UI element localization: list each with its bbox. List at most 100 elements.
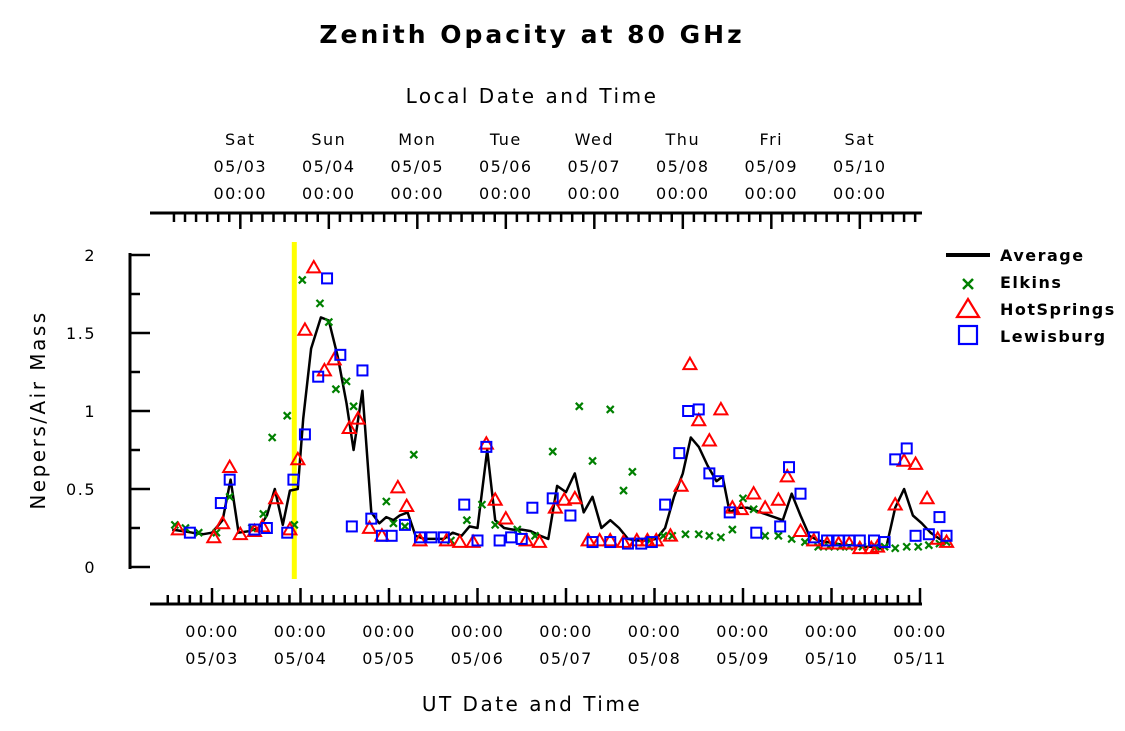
point-lewisburg	[365, 512, 378, 525]
point-lewisburg	[526, 501, 539, 514]
point-lewisburg	[621, 537, 634, 550]
top-tick-time: 00:00	[214, 184, 268, 203]
top-axis-label: Local Date and Time	[406, 84, 659, 108]
x-stroke	[659, 531, 668, 541]
point-hotsprings	[918, 489, 936, 505]
top-tick-date: 05/03	[214, 157, 268, 176]
point-lewisburg	[564, 509, 577, 522]
point-lewisburg	[546, 492, 559, 505]
point-lewisburg	[821, 534, 834, 547]
point-lewisburg	[321, 272, 334, 285]
point-hotsprings	[517, 531, 535, 547]
point-hotsprings	[349, 410, 367, 425]
point-elkins	[490, 520, 500, 530]
legend-swatch-elkins	[962, 278, 974, 290]
point-hotsprings	[863, 539, 880, 555]
point-elkins	[716, 533, 726, 542]
point-hotsprings	[756, 499, 774, 514]
x-stroke	[389, 519, 398, 528]
x-stroke	[913, 542, 923, 551]
point-hotsprings	[886, 496, 904, 511]
x-stroke	[225, 492, 234, 502]
point-elkins	[297, 275, 307, 285]
point-elkins	[749, 505, 758, 514]
point-elkins	[342, 377, 351, 386]
point-hotsprings	[398, 497, 415, 513]
legend-label-elkins: Elkins	[1000, 273, 1062, 292]
point-lewisburg	[750, 526, 763, 539]
point-lewisburg	[909, 529, 922, 542]
point-lewisburg	[783, 461, 796, 474]
point-elkins	[738, 494, 748, 503]
point-hotsprings	[221, 458, 238, 474]
point-elkins	[409, 450, 419, 459]
top-tick-weekday: Sun	[311, 130, 346, 149]
point-hotsprings	[830, 535, 847, 550]
point-lewisburg	[398, 518, 411, 531]
bottom-tick-date: 05/07	[539, 649, 593, 668]
point-lewisburg	[425, 531, 438, 544]
x-stroke	[297, 275, 307, 285]
y-tick-labels: 0 0.5 1 1.5 2	[66, 246, 96, 577]
top-tick-date: 05/05	[391, 157, 445, 176]
point-hotsprings	[486, 491, 504, 506]
point-lewisburg	[807, 531, 820, 544]
x-axis-label: UT Date and Time	[422, 692, 642, 716]
x-stroke	[324, 317, 334, 327]
point-lewisburg	[659, 498, 672, 511]
x-stroke	[705, 531, 714, 541]
point-elkins	[548, 447, 558, 456]
point-hotsprings	[733, 500, 750, 516]
y-tick-label: 1.5	[66, 324, 96, 343]
top-tick-time: 00:00	[302, 184, 356, 203]
point-lewisburg	[334, 348, 347, 361]
bottom-tick-date: 05/09	[716, 649, 770, 668]
point-lewisburg	[298, 428, 311, 441]
top-tick-labels: Sat 05/03 00:00 Sun 05/04 00:00 Mon 05/05 00:00 T…	[214, 130, 886, 203]
point-hotsprings	[232, 525, 249, 541]
legend: Average Elkins HotSprings Lewisburg	[946, 246, 1114, 346]
x-stroke	[194, 528, 204, 537]
point-lewisburg	[853, 534, 866, 547]
x-stroke	[738, 494, 748, 503]
point-hotsprings	[792, 522, 809, 537]
point-hotsprings	[672, 477, 690, 492]
point-elkins	[349, 402, 358, 411]
point-elkins	[194, 528, 204, 537]
top-tick-weekday: Wed	[575, 130, 614, 149]
point-lewisburg	[774, 520, 787, 533]
point-lewisburg	[312, 370, 325, 383]
point-lewisburg	[248, 523, 261, 536]
point-lewisburg	[356, 364, 369, 377]
point-lewisburg	[673, 447, 686, 460]
bottom-tick-date: 05/06	[451, 649, 505, 668]
x-stroke	[349, 402, 358, 411]
point-hotsprings	[316, 361, 333, 377]
x-stroke	[490, 520, 500, 530]
bottom-tick-date: 05/05	[362, 649, 416, 668]
point-lewisburg	[287, 473, 300, 486]
point-lewisburg	[345, 520, 358, 533]
point-lewisburg	[223, 473, 236, 486]
x-stroke	[890, 544, 900, 553]
y-tick-label: 0	[84, 558, 96, 577]
point-lewisburg	[889, 453, 902, 466]
x-stroke	[902, 542, 912, 551]
point-hotsprings	[566, 489, 584, 505]
bottom-tick-date: 05/08	[628, 649, 682, 668]
x-stroke	[728, 525, 737, 534]
point-hotsprings	[745, 485, 762, 500]
point-elkins	[282, 411, 292, 420]
point-lewisburg	[281, 526, 294, 539]
point-lewisburg	[458, 498, 471, 511]
bottom-tick-date: 05/11	[893, 649, 947, 668]
x-stroke	[282, 411, 292, 420]
point-hotsprings	[451, 533, 469, 548]
x-stroke	[774, 531, 783, 541]
top-tick-date: 05/07	[568, 157, 622, 176]
point-hotsprings	[701, 432, 718, 447]
point-hotsprings	[205, 528, 222, 544]
point-lewisburg	[480, 440, 493, 453]
point-hotsprings	[296, 321, 314, 336]
point-lewisburg	[471, 534, 484, 547]
